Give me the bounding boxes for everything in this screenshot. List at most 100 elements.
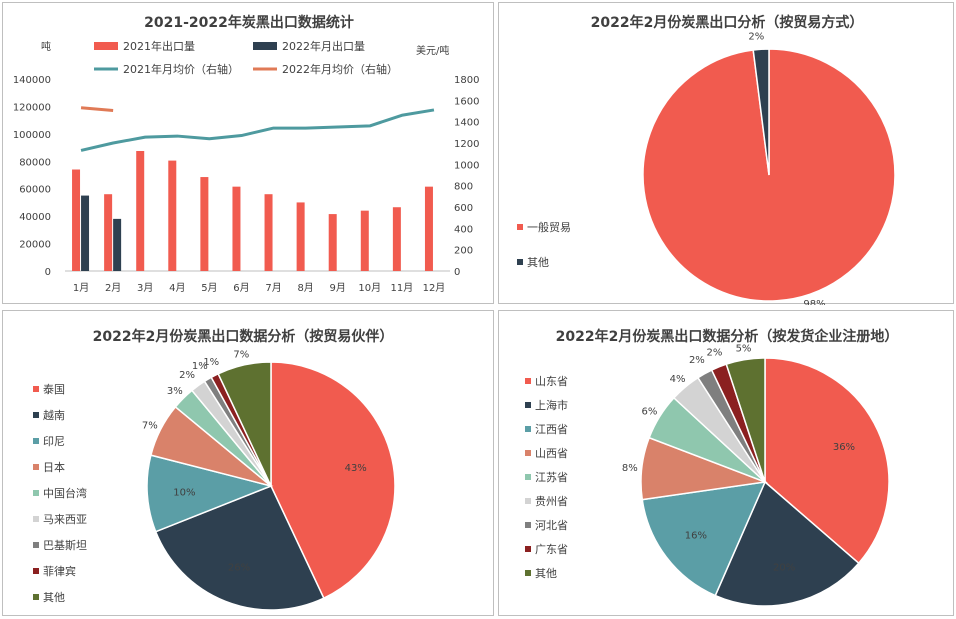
pie-data-label: 4% — [670, 374, 686, 385]
x-tick-label: 6月 — [233, 282, 249, 294]
x-tick-label: 12月 — [423, 282, 446, 294]
y-right-tick-label: 200 — [454, 246, 473, 257]
x-tick-label: 4月 — [169, 282, 185, 294]
legend-label: 山西省 — [535, 447, 568, 460]
legend-swatch — [517, 259, 523, 265]
x-tick-label: 8月 — [297, 282, 313, 294]
y-right-tick-label: 0 — [454, 267, 460, 278]
bar-2021 — [72, 169, 81, 271]
bar-2021 — [296, 202, 305, 271]
y-right-tick-label: 400 — [454, 224, 473, 235]
legend-label: 泰国 — [43, 382, 65, 396]
legend-swatch — [525, 378, 531, 384]
bar-2021 — [392, 207, 401, 271]
trend-chart-panel: 2021-2022年炭黑出口数据统计 吨 美元/吨 2021年出口量 2022年… — [2, 2, 494, 304]
x-tick-label: 2月 — [105, 282, 121, 294]
legend-swatch — [33, 438, 39, 444]
x-tick-label: 11月 — [391, 282, 414, 294]
y-left-tick-label: 0 — [45, 267, 51, 278]
bar-2022 — [81, 195, 90, 271]
legend-label: 江西省 — [535, 423, 568, 436]
pie-slice — [154, 485, 325, 611]
pie-data-label: 7% — [142, 420, 158, 431]
pie-data-label: 2% — [707, 348, 723, 359]
legend-label: 广东省 — [535, 543, 568, 556]
line-2021-price — [80, 108, 435, 152]
line-2022-price — [80, 106, 114, 112]
province-pie-chart: 2022年2月份炭黑出口数据分析（按发货企业注册地） 36% 20% 16% 8% 6%… — [525, 328, 899, 607]
bar-2022 — [113, 218, 122, 271]
pie-slice — [217, 361, 272, 487]
pie-data-label: 8% — [622, 463, 638, 474]
pie-data-label: 26% — [228, 563, 250, 574]
pie-data-label: 2% — [689, 355, 705, 366]
pie-data-label: 2% — [748, 31, 764, 42]
trend-plot-area: 0 20000 40000 60000 80000 100000 120000 140000 0… — [13, 75, 480, 294]
pie-data-label: 36% — [833, 442, 855, 453]
pie-slice — [725, 357, 766, 483]
province-title: 2022年2月份炭黑出口数据分析（按发货企业注册地） — [556, 328, 899, 345]
pie-data-label: 98% — [803, 299, 825, 305]
trend-legend: 2021年出口量 2022年月出口量 2021年月均价（右轴） 2022年月均价… — [94, 39, 398, 76]
legend-swatch — [33, 386, 39, 392]
legend-label: 贵州省 — [535, 495, 568, 508]
y-right-tick-label: 600 — [454, 203, 473, 214]
legend-swatch — [33, 490, 39, 496]
x-tick-label: 10月 — [358, 282, 381, 294]
pie-slice — [641, 481, 767, 597]
bar-2021 — [104, 194, 113, 271]
x-tick-label: 9月 — [330, 282, 346, 294]
legend-label: 巴基斯坦 — [43, 538, 87, 552]
legend-swatch-2022-bar — [253, 42, 277, 50]
legend-label: 马来西亚 — [43, 513, 87, 526]
trend-chart: 2021-2022年炭黑出口数据统计 吨 美元/吨 2021年出口量 2022年… — [13, 14, 480, 294]
pie-data-label: 1% — [203, 357, 219, 368]
province-pie-panel: 2022年2月份炭黑出口数据分析（按发货企业注册地） 36% 20% 16% 8% 6%… — [498, 310, 954, 616]
y-right-tick-label: 800 — [454, 182, 473, 193]
legend-label: 其他 — [527, 256, 549, 269]
y-right-unit-label: 美元/吨 — [416, 44, 449, 57]
y-left-tick-label: 40000 — [19, 212, 51, 223]
legend-swatch — [525, 570, 531, 576]
province-pie-area: 36%20%16%8%6%4%2%2% 5%山东省上海市江西省山西省江苏省贵州省河… — [525, 344, 890, 607]
legend-swatch — [33, 464, 39, 470]
legend-label: 菲律宾 — [43, 564, 76, 578]
partner-pie-chart: 2022年2月份炭黑出口数据分析（按贸易伙伴） 43%26%10%7%3%2%1… — [33, 328, 396, 611]
y-left-unit-label: 吨 — [41, 40, 51, 53]
legend-swatch — [33, 516, 39, 522]
y-left-tick-label: 140000 — [13, 75, 51, 86]
legend-swatch — [33, 568, 39, 574]
legend-swatch — [33, 594, 39, 600]
legend-swatch — [525, 450, 531, 456]
legend-label: 越南 — [43, 408, 65, 422]
pie-data-label: 3% — [167, 386, 183, 397]
bar-2021 — [264, 194, 273, 271]
partner-pie-area: 43%26%10%7%3%2%1%1%7%泰国越南印尼日本中国台湾马来西亚巴基斯… — [33, 349, 396, 611]
legend-label: 印尼 — [43, 435, 65, 448]
pie-slice — [764, 357, 890, 565]
y-left-tick-label: 120000 — [13, 102, 51, 113]
pie-data-label: 2% — [179, 370, 195, 381]
bar-2021 — [360, 210, 369, 271]
bar-2021 — [136, 151, 145, 271]
legend-label: 江苏省 — [535, 471, 568, 484]
trend-title: 2021-2022年炭黑出口数据统计 — [144, 14, 354, 31]
pie-slice — [714, 480, 860, 607]
legend-label: 中国台湾 — [43, 486, 87, 500]
legend-swatch — [33, 542, 39, 548]
legend-swatch — [525, 546, 531, 552]
legend-swatch — [525, 498, 531, 504]
partner-pie-panel: 2022年2月份炭黑出口数据分析（按贸易伙伴） 43% 26% 10% 7% 3% 2% 1… — [2, 310, 494, 616]
legend-label: 上海市 — [535, 398, 568, 412]
y-left-tick-label: 80000 — [19, 157, 51, 168]
y-left-tick-label: 100000 — [13, 130, 51, 141]
y-right-tick-label: 1000 — [454, 160, 479, 171]
partner-title: 2022年2月份炭黑出口数据分析（按贸易伙伴） — [93, 328, 394, 345]
legend-label: 一般贸易 — [527, 221, 571, 234]
bar-2021 — [200, 177, 209, 271]
y-left-tick-label: 20000 — [19, 240, 51, 251]
legend-label: 其他 — [43, 591, 65, 604]
pie-data-label: 20% — [773, 563, 795, 574]
